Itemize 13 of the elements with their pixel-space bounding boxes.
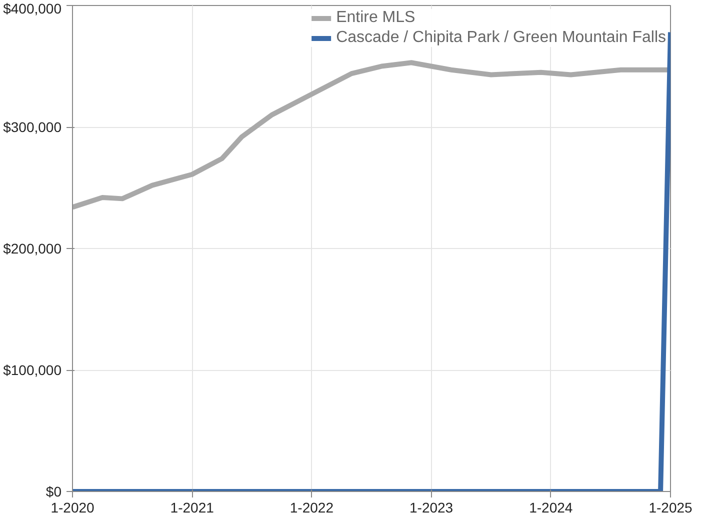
x-tick-label: 1-2020 (50, 500, 95, 516)
y-tick-label: $300,000 (3, 119, 62, 135)
y-tick-label: $100,000 (3, 362, 62, 378)
x-tick-label: 1-2025 (648, 500, 693, 516)
y-tick-label: $400,000 (3, 0, 62, 16)
legend-label: Cascade / Chipita Park / Green Mountain Falls (336, 29, 666, 47)
legend-label: Entire MLS (336, 9, 416, 27)
y-tick-label: $200,000 (3, 240, 62, 256)
x-tick-label: 1-2022 (290, 500, 334, 516)
x-tick-label: 1-2024 (529, 500, 573, 516)
x-tick-label: 1-2023 (410, 500, 454, 516)
x-tick-label: 1-2021 (170, 500, 214, 516)
y-tick-label: $0 (46, 484, 62, 500)
